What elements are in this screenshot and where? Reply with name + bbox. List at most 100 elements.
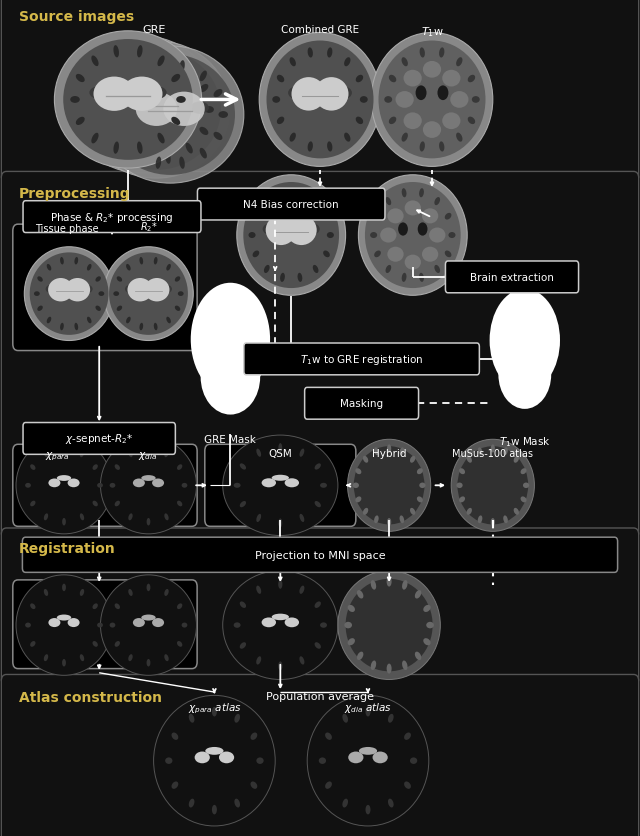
Ellipse shape [129, 514, 132, 521]
Ellipse shape [262, 224, 276, 235]
FancyBboxPatch shape [22, 538, 618, 573]
Ellipse shape [90, 79, 99, 88]
Ellipse shape [319, 757, 326, 764]
Ellipse shape [389, 76, 396, 83]
Ellipse shape [179, 157, 185, 170]
FancyBboxPatch shape [445, 262, 579, 293]
Ellipse shape [218, 112, 228, 119]
Ellipse shape [132, 102, 150, 115]
Ellipse shape [237, 176, 346, 296]
Ellipse shape [459, 497, 465, 502]
Text: $\chi_{dia}$: $\chi_{dia}$ [138, 450, 157, 461]
Ellipse shape [449, 232, 456, 239]
Ellipse shape [62, 518, 66, 526]
Ellipse shape [404, 71, 422, 88]
Ellipse shape [176, 97, 186, 104]
Ellipse shape [467, 508, 472, 515]
Ellipse shape [456, 134, 463, 142]
Ellipse shape [30, 465, 35, 471]
Ellipse shape [95, 277, 101, 283]
Ellipse shape [272, 97, 280, 104]
Ellipse shape [385, 198, 391, 206]
Ellipse shape [106, 61, 113, 72]
Text: Combined GRE: Combined GRE [281, 25, 359, 35]
Ellipse shape [118, 97, 136, 110]
Ellipse shape [80, 451, 84, 457]
Text: Tissue phase: Tissue phase [35, 224, 99, 234]
Ellipse shape [122, 88, 163, 122]
Ellipse shape [402, 273, 406, 283]
Ellipse shape [410, 508, 415, 515]
Ellipse shape [451, 92, 468, 109]
Ellipse shape [29, 253, 109, 335]
Ellipse shape [264, 266, 269, 273]
Ellipse shape [280, 189, 285, 198]
Ellipse shape [97, 47, 244, 184]
Ellipse shape [523, 483, 529, 488]
Ellipse shape [257, 514, 261, 522]
Ellipse shape [104, 247, 193, 341]
Ellipse shape [154, 696, 275, 826]
Ellipse shape [186, 79, 195, 88]
Ellipse shape [419, 189, 424, 198]
Ellipse shape [426, 622, 434, 629]
Text: Hybrid: Hybrid [372, 449, 406, 459]
Ellipse shape [161, 285, 172, 293]
Ellipse shape [306, 224, 320, 235]
Ellipse shape [109, 483, 115, 488]
Ellipse shape [165, 56, 171, 69]
Ellipse shape [374, 213, 381, 221]
Text: Source images: Source images [19, 10, 134, 24]
Ellipse shape [285, 479, 299, 487]
FancyBboxPatch shape [1, 172, 639, 539]
FancyBboxPatch shape [1, 0, 639, 183]
Ellipse shape [152, 619, 164, 627]
Ellipse shape [266, 216, 296, 246]
Ellipse shape [490, 289, 560, 392]
Text: GRE: GRE [142, 25, 165, 35]
Ellipse shape [120, 66, 127, 77]
Ellipse shape [401, 134, 408, 142]
Ellipse shape [372, 752, 388, 763]
Ellipse shape [257, 449, 261, 457]
Ellipse shape [354, 446, 424, 525]
Ellipse shape [404, 255, 421, 270]
Ellipse shape [387, 209, 404, 224]
Ellipse shape [127, 147, 133, 160]
Ellipse shape [259, 33, 381, 167]
Ellipse shape [387, 577, 392, 587]
Ellipse shape [388, 714, 394, 723]
Ellipse shape [74, 257, 78, 265]
Ellipse shape [177, 604, 182, 609]
Ellipse shape [288, 88, 303, 99]
Ellipse shape [234, 714, 240, 723]
Ellipse shape [157, 56, 164, 67]
Ellipse shape [396, 92, 414, 109]
Ellipse shape [133, 479, 145, 487]
Ellipse shape [115, 641, 120, 647]
Ellipse shape [371, 33, 493, 167]
Ellipse shape [327, 142, 332, 152]
Ellipse shape [456, 59, 463, 67]
Ellipse shape [342, 798, 348, 808]
Ellipse shape [435, 198, 440, 206]
Ellipse shape [68, 37, 216, 174]
Ellipse shape [164, 514, 168, 521]
Ellipse shape [420, 142, 425, 152]
Ellipse shape [44, 589, 48, 596]
Ellipse shape [45, 285, 57, 293]
Ellipse shape [419, 483, 426, 488]
Ellipse shape [177, 641, 182, 647]
Ellipse shape [115, 501, 120, 507]
Ellipse shape [359, 747, 377, 755]
Ellipse shape [205, 747, 223, 755]
Ellipse shape [256, 656, 261, 665]
Ellipse shape [451, 440, 534, 532]
Ellipse shape [234, 483, 241, 488]
Ellipse shape [404, 113, 422, 130]
Ellipse shape [113, 292, 119, 297]
Ellipse shape [468, 76, 475, 83]
Ellipse shape [200, 128, 209, 136]
Ellipse shape [520, 497, 527, 502]
Ellipse shape [344, 134, 351, 142]
